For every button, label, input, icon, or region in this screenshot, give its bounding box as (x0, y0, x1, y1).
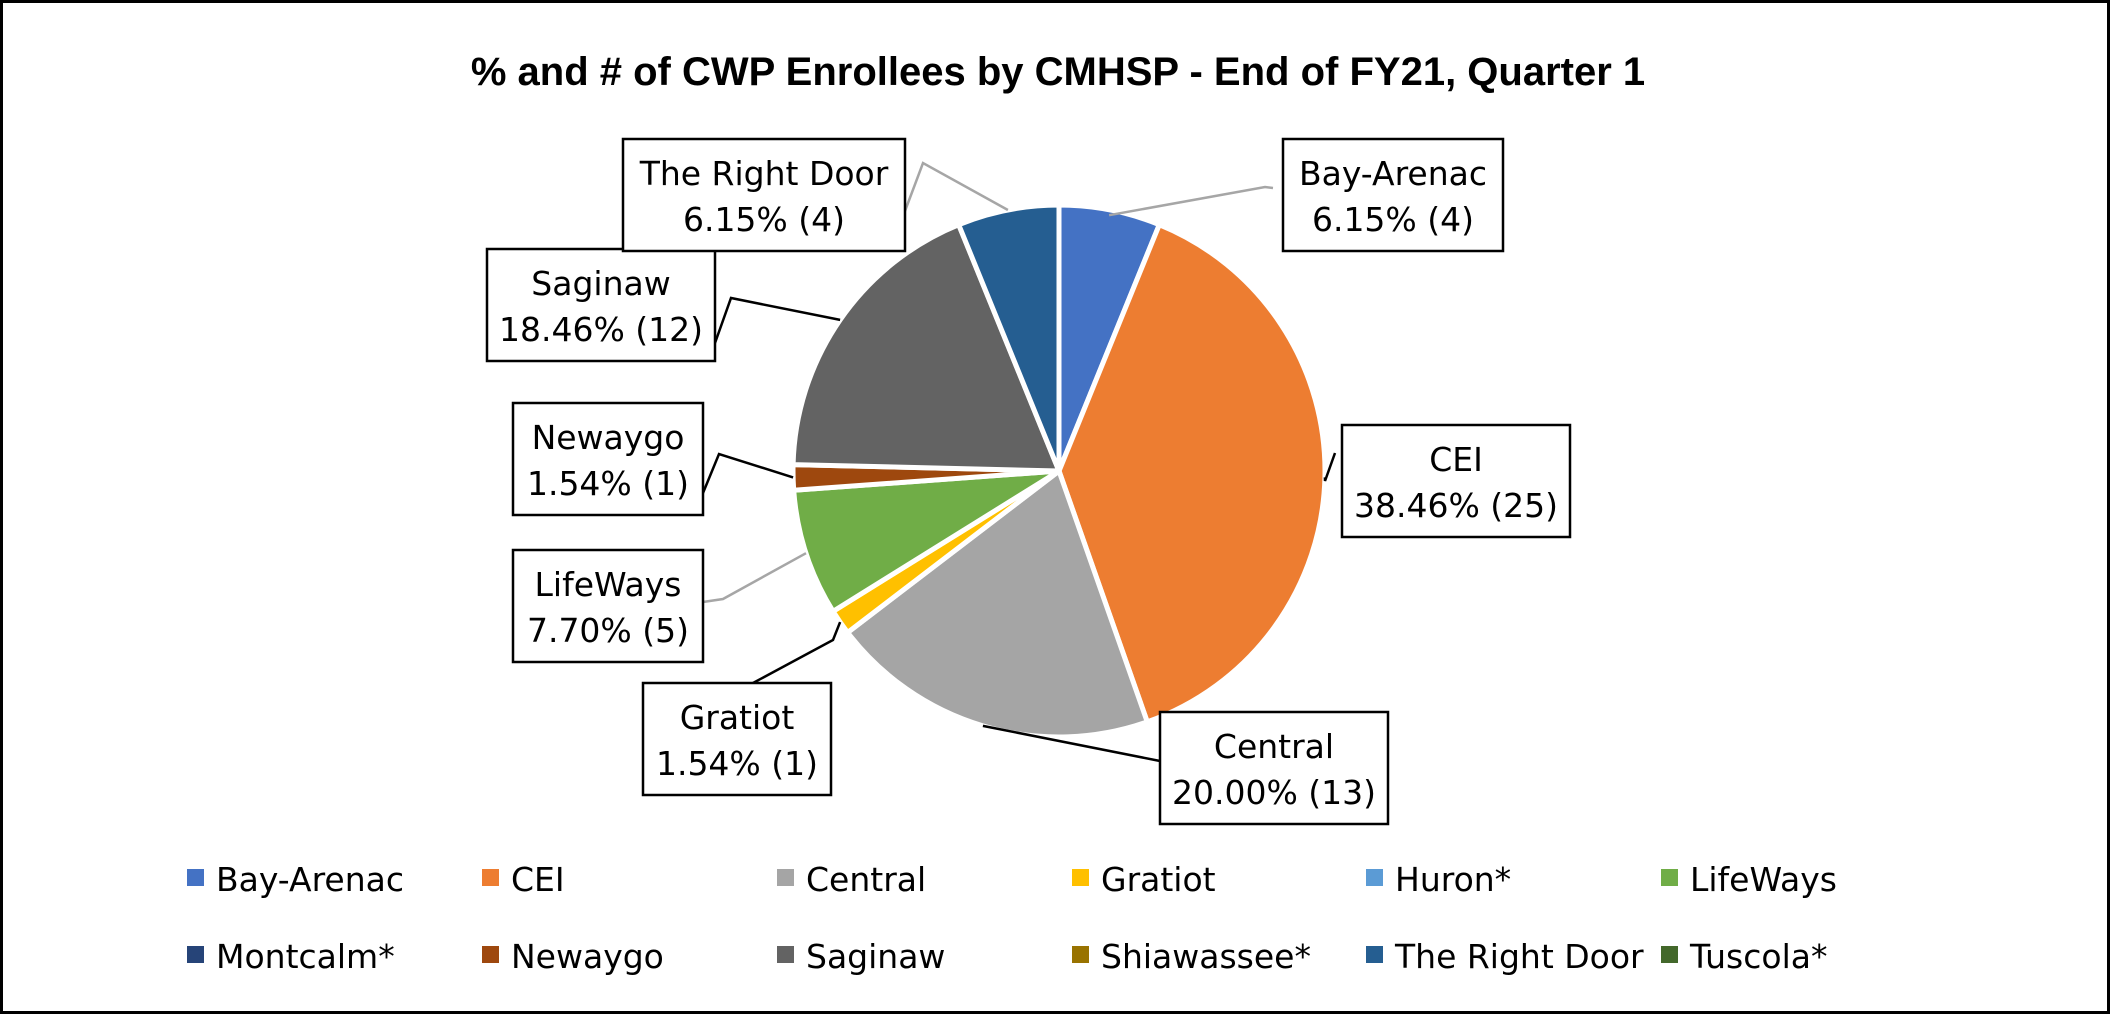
data-label-value: 1.54% (1) (656, 744, 818, 783)
callout-bay-arenac: Bay-Arenac 6.15% (4) (1281, 137, 1505, 253)
legend-label: Saginaw (806, 937, 945, 976)
pie-slice-saginaw (790, 222, 1062, 474)
chart-title: % and # of CWP Enrollees by CMHSP - End … (471, 50, 1645, 94)
legend-swatch (777, 869, 794, 886)
legend-swatch (482, 946, 499, 963)
legend-item-lifeways: LifeWays (1661, 860, 1837, 899)
callouts: Bay-Arenac 6.15% (4) CEI 38.46% (25) Central… (485, 137, 1572, 826)
callout-box (511, 548, 705, 664)
callout-box (1158, 710, 1390, 826)
callout-box (1281, 137, 1505, 253)
data-label-value: 6.15% (4) (1312, 200, 1474, 239)
legend-label: Bay-Arenac (216, 860, 404, 899)
leader-line-bay-arenac (1108, 185, 1274, 217)
leader-line-the-right-door (903, 161, 1009, 212)
callout-box (511, 401, 705, 517)
legend-item-central: Central (777, 860, 926, 899)
legend-label: Newaygo (511, 937, 664, 976)
leader-line-gratiot (752, 621, 842, 685)
legend-swatch (1661, 869, 1678, 886)
legend-label: Tuscola* (1689, 937, 1827, 976)
callout-box (485, 247, 717, 363)
callout-saginaw: Saginaw 18.46% (12) (485, 247, 717, 363)
data-label-name: LifeWays (535, 565, 682, 604)
data-label-value: 18.46% (12) (499, 310, 703, 349)
callout-box (641, 681, 833, 797)
leader-line-newaygo (701, 452, 794, 494)
legend-swatch (1072, 946, 1089, 963)
legend-item-gratiot: Gratiot (1072, 860, 1216, 899)
leader-line-cei (1323, 452, 1337, 482)
legend-label: Gratiot (1101, 860, 1216, 899)
legend-item-montcalm: Montcalm* (187, 937, 395, 976)
legend-label: LifeWays (1690, 860, 1837, 899)
data-label-name: Gratiot (680, 698, 795, 737)
legend-item-bay-arenac: Bay-Arenac (187, 860, 404, 899)
legend-swatch (1366, 946, 1383, 963)
legend-label: CEI (511, 860, 565, 899)
pie-slice-lifeways (791, 468, 1062, 614)
legend-swatch (1661, 946, 1678, 963)
callout-leaders (701, 161, 1337, 763)
legend-item-huron: Huron* (1366, 860, 1511, 899)
legend-item-cei: CEI (482, 860, 565, 899)
legend-item-tuscola: Tuscola* (1661, 937, 1827, 976)
pie-chart: % and # of CWP Enrollees by CMHSP - End … (187, 50, 1837, 976)
legend-item-saginaw: Saginaw (777, 937, 945, 976)
callout-central: Central 20.00% (13) (1158, 710, 1390, 826)
callout-box (621, 137, 907, 253)
callout-gratiot: Gratiot 1.54% (1) (641, 681, 833, 797)
data-label-name: Saginaw (531, 264, 670, 303)
callout-box (1340, 423, 1572, 539)
data-label-name: The Right Door (639, 154, 889, 193)
callout-lifeways: LifeWays 7.70% (5) (511, 548, 705, 664)
legend-label: Shiawassee* (1101, 937, 1311, 976)
data-label-value: 20.00% (13) (1172, 773, 1376, 812)
data-label-value: 7.70% (5) (527, 611, 689, 650)
legend-swatch (1072, 869, 1089, 886)
legend-swatch (777, 946, 794, 963)
legend-item-the-right-door: The Right Door (1366, 937, 1644, 976)
legend-swatch (187, 869, 204, 886)
legend-item-newaygo: Newaygo (482, 937, 664, 976)
pie-slices (790, 202, 1328, 740)
leader-line-saginaw (713, 296, 841, 344)
legend-swatch (1366, 869, 1383, 886)
legend-swatch (187, 946, 204, 963)
legend-item-shiawassee: Shiawassee* (1072, 937, 1311, 976)
legend-label: Central (806, 860, 926, 899)
leader-line-lifeways (702, 552, 807, 604)
legend-swatch (482, 869, 499, 886)
legend-label: The Right Door (1394, 937, 1644, 976)
callout-cei: CEI 38.46% (25) (1340, 423, 1572, 539)
data-label-value: 38.46% (25) (1354, 486, 1558, 525)
data-label-name: Central (1214, 727, 1334, 766)
legend-label: Huron* (1395, 860, 1511, 899)
legend: Bay-Arenac CEI Central Gratiot Huron* LifeWay… (187, 860, 1837, 976)
data-label-name: Bay-Arenac (1299, 154, 1487, 193)
data-label-name: CEI (1429, 440, 1483, 479)
data-label-value: 6.15% (4) (683, 200, 845, 239)
data-label-value: 1.54% (1) (527, 464, 689, 503)
callout-the-right-door: The Right Door 6.15% (4) (621, 137, 907, 253)
leader-line-central (982, 724, 1161, 763)
data-label-name: Newaygo (532, 418, 685, 457)
legend-label: Montcalm* (216, 937, 395, 976)
callout-newaygo: Newaygo 1.54% (1) (511, 401, 705, 517)
